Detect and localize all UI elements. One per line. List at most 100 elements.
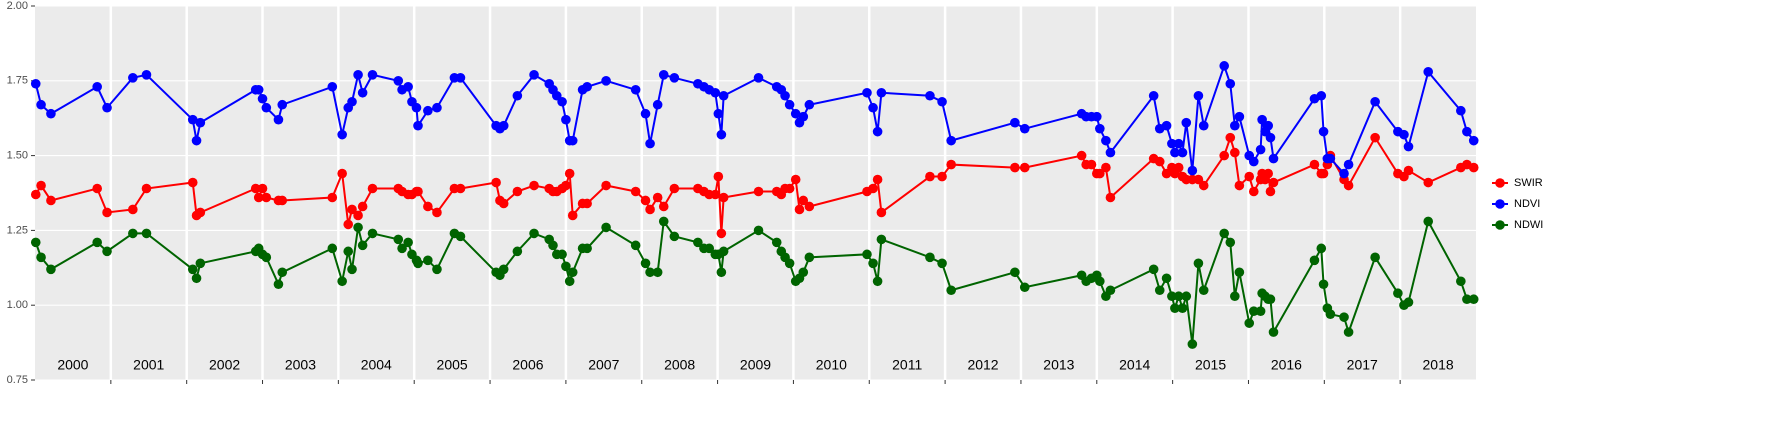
year-label: 2005	[437, 357, 468, 373]
point	[1462, 126, 1472, 137]
point	[1325, 309, 1336, 319]
point	[1177, 147, 1188, 158]
point	[411, 102, 422, 113]
point	[1255, 144, 1266, 155]
point	[548, 240, 558, 251]
point	[868, 258, 878, 269]
point	[432, 102, 442, 113]
point	[102, 102, 112, 113]
year-label: 2013	[1043, 357, 1074, 373]
point	[403, 81, 413, 92]
point	[423, 201, 433, 212]
point	[195, 117, 206, 128]
point	[343, 246, 354, 257]
point	[1423, 67, 1434, 77]
point	[191, 135, 202, 146]
point	[367, 70, 378, 80]
point	[353, 222, 363, 233]
year-label: 2010	[816, 357, 847, 373]
point	[1198, 180, 1209, 191]
point	[798, 195, 809, 206]
point	[413, 186, 423, 197]
point	[1268, 327, 1279, 337]
point	[630, 240, 641, 251]
point	[1219, 61, 1230, 71]
point	[630, 84, 641, 95]
point	[498, 120, 509, 131]
point	[658, 216, 669, 227]
point	[876, 87, 887, 98]
point	[784, 99, 795, 110]
point	[669, 231, 680, 242]
point	[1339, 168, 1349, 179]
point	[658, 201, 669, 212]
point	[141, 183, 152, 194]
point	[1248, 156, 1259, 167]
legend-label: SWIR	[1514, 177, 1543, 189]
point	[1265, 186, 1276, 197]
point	[1101, 135, 1111, 146]
point	[347, 96, 357, 107]
point	[601, 222, 611, 233]
point	[1181, 117, 1192, 128]
point	[1318, 126, 1329, 137]
point	[1173, 291, 1184, 302]
point	[1177, 303, 1188, 313]
point	[1234, 180, 1245, 191]
point	[1370, 252, 1380, 263]
year-label: 2007	[588, 357, 619, 373]
point	[277, 267, 288, 278]
point	[357, 87, 368, 98]
point	[753, 73, 764, 83]
y-tick-label: 1.75	[7, 75, 28, 87]
point	[716, 129, 727, 140]
point	[1173, 138, 1184, 149]
point	[128, 228, 138, 239]
point	[937, 258, 947, 269]
point	[353, 70, 363, 80]
legend-label: NDVI	[1514, 198, 1540, 210]
point	[1456, 105, 1466, 116]
point	[1316, 90, 1327, 101]
point	[1370, 96, 1380, 107]
point	[455, 73, 466, 83]
point	[187, 114, 198, 125]
year-label: 2017	[1347, 357, 1378, 373]
point	[1265, 294, 1276, 305]
point	[92, 81, 102, 92]
point	[798, 267, 809, 278]
point	[718, 192, 729, 203]
point	[794, 204, 805, 215]
point	[1230, 147, 1240, 158]
point	[397, 243, 407, 254]
point	[1339, 312, 1349, 322]
point	[46, 108, 56, 119]
point	[652, 267, 663, 278]
year-label: 2001	[133, 357, 164, 373]
year-label: 2014	[1119, 357, 1150, 373]
point	[753, 225, 764, 236]
point	[1187, 339, 1198, 349]
point	[367, 228, 378, 239]
point	[1219, 228, 1230, 239]
point	[771, 237, 782, 248]
point	[630, 186, 641, 197]
point	[1423, 177, 1434, 188]
point	[46, 195, 56, 206]
point	[413, 258, 423, 269]
point	[718, 246, 729, 257]
point	[557, 96, 567, 107]
point	[1198, 285, 1209, 296]
point	[582, 198, 592, 209]
point	[1265, 132, 1276, 143]
point	[790, 108, 801, 119]
year-label: 2008	[664, 357, 695, 373]
point	[261, 252, 272, 263]
y-tick-label: 1.50	[7, 150, 28, 162]
point	[1316, 243, 1327, 254]
point	[582, 81, 592, 92]
point	[1161, 120, 1172, 131]
point	[1456, 276, 1466, 287]
point	[753, 186, 764, 197]
point	[30, 189, 41, 200]
